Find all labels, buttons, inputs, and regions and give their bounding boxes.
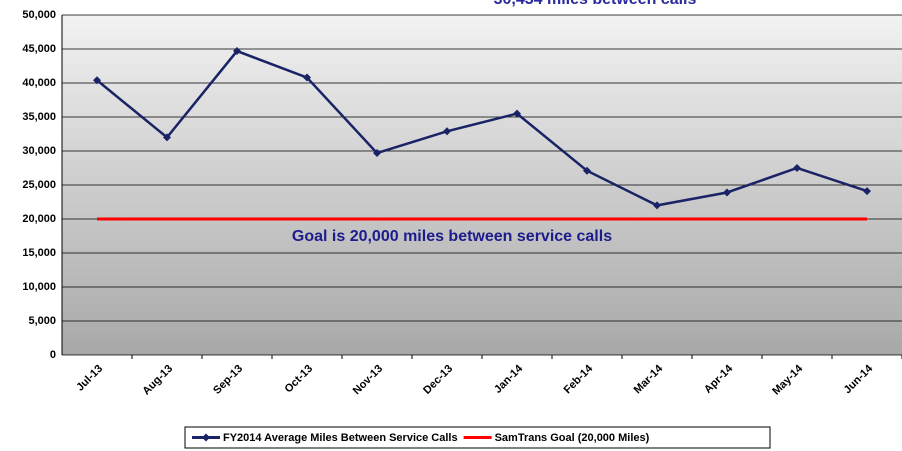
marker: [513, 109, 521, 118]
marker: [303, 73, 311, 82]
marker: [443, 127, 451, 136]
y-tick-label: 25,000: [22, 179, 56, 191]
y-tick-label: 40,000: [22, 77, 56, 89]
marker: [723, 188, 731, 197]
y-tick-label: 30,000: [22, 145, 56, 157]
x-tick-label: Jan-14: [492, 362, 526, 396]
x-tick-label: Jun-14: [842, 362, 876, 396]
x-tick-label: Dec-13: [421, 363, 455, 397]
marker: [583, 166, 591, 175]
y-tick-label: 50,000: [22, 9, 56, 21]
x-tick-label: Sep-13: [211, 363, 245, 397]
marker: [863, 187, 871, 196]
marker: [793, 164, 801, 172]
marker: [93, 76, 101, 85]
x-tick-label: Feb-14: [562, 362, 596, 396]
annotation: Goal is 20,000 miles between service cal…: [292, 228, 612, 245]
marker: [233, 47, 241, 56]
legend-label: FY2014 Average Miles Between Service Cal…: [223, 432, 458, 444]
x-tick-label: Nov-13: [351, 363, 385, 397]
data-line: [96, 49, 868, 207]
legend-marker: [202, 433, 210, 442]
marker: [653, 201, 661, 210]
x-tick-label: Jul-13: [74, 363, 105, 394]
x-tick-label: Apr-14: [702, 362, 736, 396]
y-tick-label: 0: [50, 349, 56, 361]
y-tick-label: 35,000: [22, 111, 56, 123]
x-tick-label: Oct-13: [282, 363, 315, 396]
y-tick-label: 15,000: [22, 247, 56, 259]
x-tick-label: May-14: [770, 362, 805, 397]
marker: [163, 133, 171, 142]
x-tick-label: Aug-13: [140, 363, 175, 398]
x-tick-label: Mar-14: [632, 362, 666, 396]
annotation: 30,434 miles between calls: [494, 0, 697, 8]
y-tick-label: 20,000: [22, 213, 56, 225]
y-tick-label: 45,000: [22, 43, 56, 55]
marker: [373, 149, 381, 158]
y-tick-label: 5,000: [28, 315, 56, 327]
y-tick-label: 10,000: [22, 281, 56, 293]
legend-label: SamTrans Goal (20,000 Miles): [495, 432, 650, 444]
